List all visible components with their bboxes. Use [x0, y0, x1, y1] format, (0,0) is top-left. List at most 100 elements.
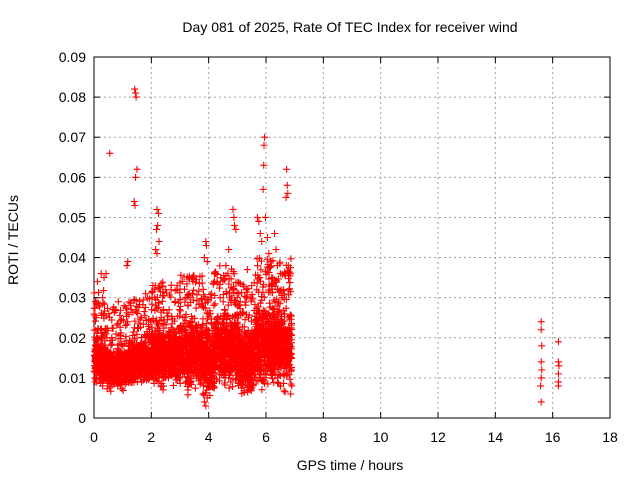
x-tick-label: 10 — [373, 429, 389, 445]
data-point — [287, 255, 295, 263]
data-point — [115, 351, 123, 359]
data-point — [96, 350, 104, 358]
x-tick-label: 6 — [262, 429, 270, 445]
data-point — [196, 380, 204, 388]
data-point — [142, 338, 150, 346]
grid-lines — [94, 57, 610, 418]
data-point — [171, 298, 179, 306]
data-point — [168, 313, 176, 321]
x-tick-label: 14 — [488, 429, 504, 445]
data-point — [162, 354, 170, 362]
data-point — [152, 225, 160, 233]
data-point — [256, 229, 264, 237]
data-point — [124, 258, 132, 266]
data-point — [127, 352, 135, 360]
data-point — [555, 362, 563, 370]
data-point — [538, 366, 546, 374]
data-point — [554, 370, 562, 378]
data-point — [175, 306, 183, 314]
data-point — [99, 294, 107, 302]
data-point — [165, 327, 173, 335]
data-point — [169, 331, 177, 339]
data-point — [271, 229, 279, 237]
data-point — [134, 310, 142, 318]
data-point — [116, 311, 124, 319]
data-point — [123, 262, 131, 270]
data-point — [90, 304, 98, 312]
data-point — [222, 262, 230, 270]
data-point — [121, 380, 129, 388]
data-point — [166, 352, 174, 360]
data-point — [537, 358, 545, 366]
data-point — [263, 234, 271, 241]
data-point — [537, 326, 545, 334]
data-point — [113, 321, 121, 329]
data-point — [265, 250, 273, 258]
data-point — [164, 312, 172, 320]
data-point — [155, 284, 163, 292]
data-point — [129, 331, 137, 339]
y-tick-label: 0.03 — [59, 290, 86, 306]
y-axis-label: ROTI / TECUs — [5, 195, 21, 285]
data-point — [261, 133, 269, 141]
data-point — [169, 381, 177, 389]
data-point — [114, 341, 122, 349]
chart-title: Day 081 of 2025, Rate Of TEC Index for r… — [182, 19, 517, 35]
data-point — [107, 349, 115, 357]
data-point — [177, 271, 185, 279]
data-point — [157, 280, 165, 288]
data-point — [140, 308, 148, 316]
data-point — [104, 304, 112, 312]
data-point — [225, 246, 233, 254]
data-point — [125, 311, 133, 319]
data-point — [92, 342, 100, 350]
data-point — [148, 306, 156, 314]
data-point — [108, 340, 116, 348]
data-point — [171, 317, 179, 325]
data-point — [141, 312, 149, 320]
data-point — [135, 342, 143, 350]
data-point — [131, 201, 139, 209]
data-point — [284, 189, 292, 197]
data-point — [129, 360, 137, 368]
data-point — [225, 384, 233, 392]
data-point — [160, 343, 168, 351]
data-point — [554, 358, 562, 366]
data-point — [102, 330, 110, 338]
data-point — [119, 316, 127, 324]
data-point — [131, 317, 139, 325]
data-point — [165, 345, 173, 353]
y-tick-label: 0.06 — [59, 169, 86, 185]
x-tick-label: 8 — [319, 429, 327, 445]
data-point — [91, 378, 99, 386]
data-point — [104, 346, 112, 354]
data-point — [167, 369, 175, 377]
data-point — [119, 386, 127, 394]
data-point — [123, 320, 131, 328]
x-tick-label: 2 — [147, 429, 155, 445]
data-point — [537, 374, 545, 382]
data-point — [155, 238, 163, 246]
data-point — [160, 292, 168, 300]
data-point — [107, 341, 115, 349]
data-point — [230, 221, 238, 229]
data-point — [167, 334, 175, 342]
data-point — [156, 317, 164, 325]
data-point — [114, 298, 122, 306]
data-point — [219, 298, 227, 306]
data-point — [537, 398, 545, 406]
data-point — [106, 371, 114, 379]
data-point — [257, 266, 265, 274]
data-point — [282, 193, 290, 201]
data-point — [112, 330, 120, 338]
data-point — [232, 225, 240, 233]
data-point — [90, 333, 98, 341]
data-point — [132, 375, 140, 383]
data-point — [116, 340, 124, 348]
data-point — [109, 324, 117, 332]
data-point — [153, 250, 161, 258]
data-point — [130, 296, 138, 304]
data-point — [171, 345, 179, 353]
data-point — [139, 320, 147, 328]
